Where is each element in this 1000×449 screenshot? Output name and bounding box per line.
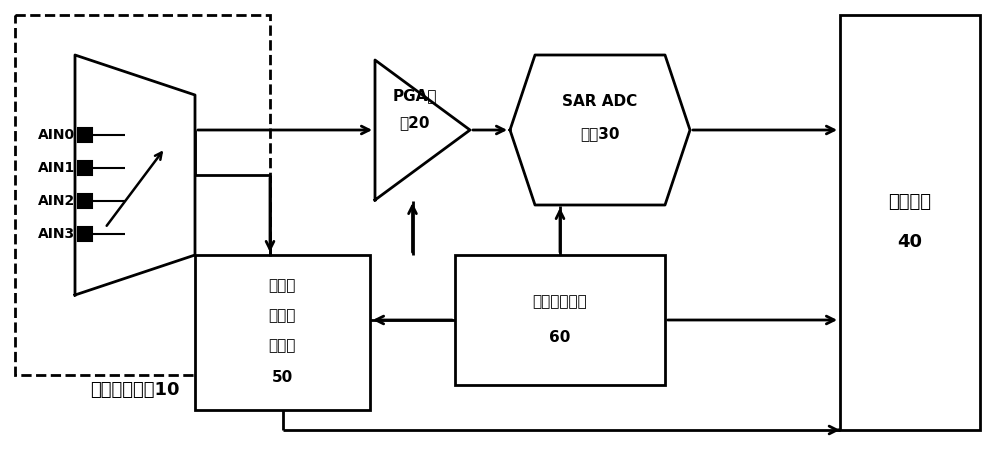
Text: SAR ADC: SAR ADC xyxy=(562,94,638,110)
Text: 制模块: 制模块 xyxy=(268,339,296,353)
Text: 模块30: 模块30 xyxy=(580,127,620,141)
Text: AIN3: AIN3 xyxy=(38,227,75,241)
Bar xyxy=(78,161,92,175)
Bar xyxy=(78,194,92,208)
Text: 时序控制模块: 时序控制模块 xyxy=(533,295,587,309)
Text: 数字模块: 数字模块 xyxy=(889,193,932,211)
Text: 前馈式: 前馈式 xyxy=(268,278,296,294)
Text: AIN1: AIN1 xyxy=(38,161,75,175)
Text: 60: 60 xyxy=(549,330,571,345)
Bar xyxy=(15,15,270,375)
Text: 50: 50 xyxy=(271,370,293,386)
Text: AIN2: AIN2 xyxy=(38,194,75,208)
Text: 块20: 块20 xyxy=(400,115,430,131)
Text: AIN0: AIN0 xyxy=(38,128,75,142)
Bar xyxy=(78,227,92,241)
Text: 多路选择模块10: 多路选择模块10 xyxy=(90,381,180,399)
Bar xyxy=(195,255,370,410)
Bar xyxy=(78,128,92,142)
Text: PGA模: PGA模 xyxy=(393,88,437,104)
Text: 40: 40 xyxy=(898,233,922,251)
Text: 增益控: 增益控 xyxy=(268,308,296,323)
Bar xyxy=(455,255,665,385)
Bar xyxy=(840,15,980,430)
